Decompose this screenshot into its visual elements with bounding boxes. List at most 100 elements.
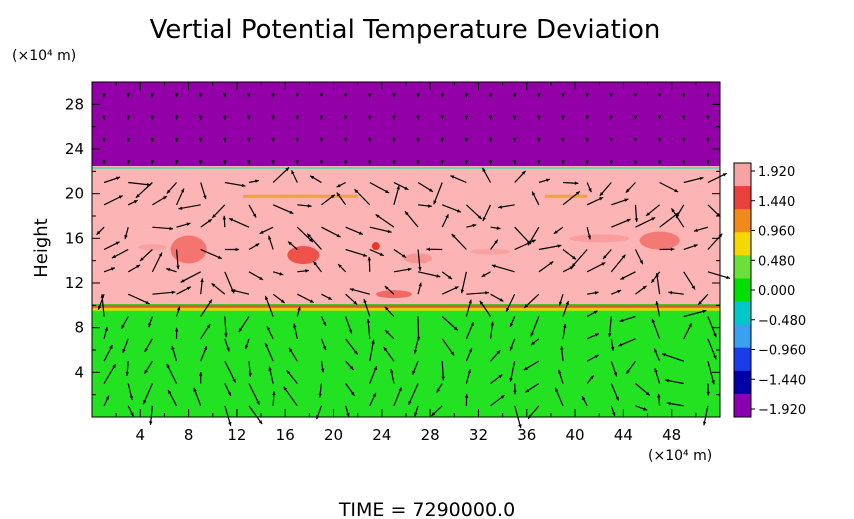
wind-vector-head	[512, 138, 517, 142]
wind-vector-head	[163, 196, 168, 200]
wind-vector-head	[279, 272, 284, 276]
wind-vector-head	[150, 93, 155, 98]
wind-vector-head	[447, 275, 452, 280]
wind-vector	[142, 383, 153, 405]
wind-vector-head	[297, 306, 301, 311]
wind-vector-head	[180, 279, 185, 283]
wind-vector-head	[404, 186, 409, 190]
x-tick-label: 48	[662, 426, 681, 444]
upper-layer-region	[92, 82, 720, 166]
wind-vector	[283, 386, 298, 407]
wind-vector-head	[416, 138, 420, 142]
wind-vector-head	[150, 115, 155, 120]
wind-vector-head	[488, 160, 493, 165]
wind-vector-head	[545, 178, 550, 182]
wind-vector-head	[609, 160, 614, 165]
wind-vector-head	[135, 193, 140, 198]
wind-vector-head	[166, 268, 171, 272]
colorbar-label: −1.440	[758, 373, 806, 388]
wind-vector-head	[607, 333, 612, 337]
wind-vector-head	[468, 348, 472, 353]
wind-vector-head	[574, 181, 579, 185]
wind-vector	[369, 181, 390, 194]
wind-vector-head	[599, 197, 604, 201]
wind-vector-head	[116, 176, 121, 180]
wind-vector-head	[549, 261, 554, 266]
x-axis: 4 8 12 16 20 24 28 32 36 40 44 48	[115, 82, 697, 444]
wind-vector-head	[682, 160, 686, 165]
wind-vector-head	[691, 285, 696, 290]
wind-vector-head	[109, 344, 113, 349]
wind-vector-head	[366, 318, 371, 323]
wind-vector	[670, 207, 685, 228]
wind-vector-head	[617, 289, 622, 294]
wind-vector-head	[557, 244, 562, 248]
wind-vector-head	[657, 138, 662, 142]
wind-vector-head	[350, 391, 355, 396]
wind-vector-head	[416, 115, 420, 120]
wind-vector-head	[668, 290, 673, 295]
wind-vector-head	[633, 115, 638, 120]
wind-vector	[272, 204, 294, 215]
y-tick-label: 16	[65, 229, 84, 247]
anomaly-patch	[404, 253, 433, 264]
wind-vector-head	[130, 412, 134, 417]
colorbar-segment	[734, 370, 751, 395]
wind-vector-head	[560, 346, 564, 350]
wind-vector-head	[571, 263, 576, 267]
wind-vector-head	[288, 241, 293, 246]
wind-vector-head	[482, 216, 486, 221]
wind-vector	[661, 353, 684, 362]
x-tick-label: 20	[324, 426, 343, 444]
wind-vector-head	[133, 200, 138, 204]
wind-vector-head	[285, 167, 290, 172]
colorbar-label: 1.440	[758, 195, 795, 210]
wind-vector-head	[585, 138, 589, 142]
wind-vector-head	[621, 254, 626, 259]
wind-vector-head	[384, 306, 389, 311]
wind-vector-head	[267, 326, 271, 331]
wind-vector	[610, 254, 626, 273]
wind-vector-head	[537, 93, 541, 98]
wind-vector-head	[171, 345, 175, 350]
wind-vector-head	[319, 138, 324, 142]
wind-vector-head	[499, 298, 504, 302]
wind-vector-head	[309, 238, 313, 243]
wind-vector-head	[558, 301, 563, 306]
wind-vector-head	[482, 167, 486, 172]
wind-vector-head	[259, 276, 264, 280]
wind-vector-head	[320, 368, 325, 373]
wind-vector	[180, 271, 201, 283]
wind-vector-head	[490, 321, 494, 326]
wind-vector-head	[265, 342, 269, 347]
wind-vector-head	[464, 160, 469, 165]
wind-vector	[707, 338, 717, 360]
wind-vector-head	[322, 321, 326, 326]
wind-vector-head	[429, 188, 433, 192]
wind-vector-head	[626, 218, 631, 223]
wind-vector-head	[176, 265, 180, 270]
wind-vector-head	[555, 387, 559, 392]
wind-vector-head	[594, 354, 599, 359]
wind-vector-head	[676, 213, 680, 218]
wind-vector-head	[643, 407, 648, 411]
wind-vector-head	[231, 289, 236, 293]
wind-vector-head	[286, 370, 291, 375]
wind-vector-head	[575, 191, 580, 196]
wind-vector-head	[319, 160, 324, 165]
wind-vector-head	[472, 223, 477, 228]
wind-vector-head	[702, 421, 707, 426]
plot-area	[91, 81, 731, 429]
wind-vector-head	[512, 115, 517, 120]
wind-vector-head	[601, 262, 606, 266]
wind-vector-head	[531, 239, 536, 243]
wind-vector-head	[626, 369, 630, 374]
wind-vector	[369, 226, 392, 233]
wind-vector-head	[436, 388, 441, 393]
wind-vector-head	[610, 346, 615, 351]
wind-vector-head	[229, 218, 234, 222]
wind-vector-head	[524, 304, 528, 308]
wind-vector-head	[176, 306, 181, 311]
wind-vector-head	[343, 115, 348, 120]
wind-vector-head	[295, 160, 300, 165]
